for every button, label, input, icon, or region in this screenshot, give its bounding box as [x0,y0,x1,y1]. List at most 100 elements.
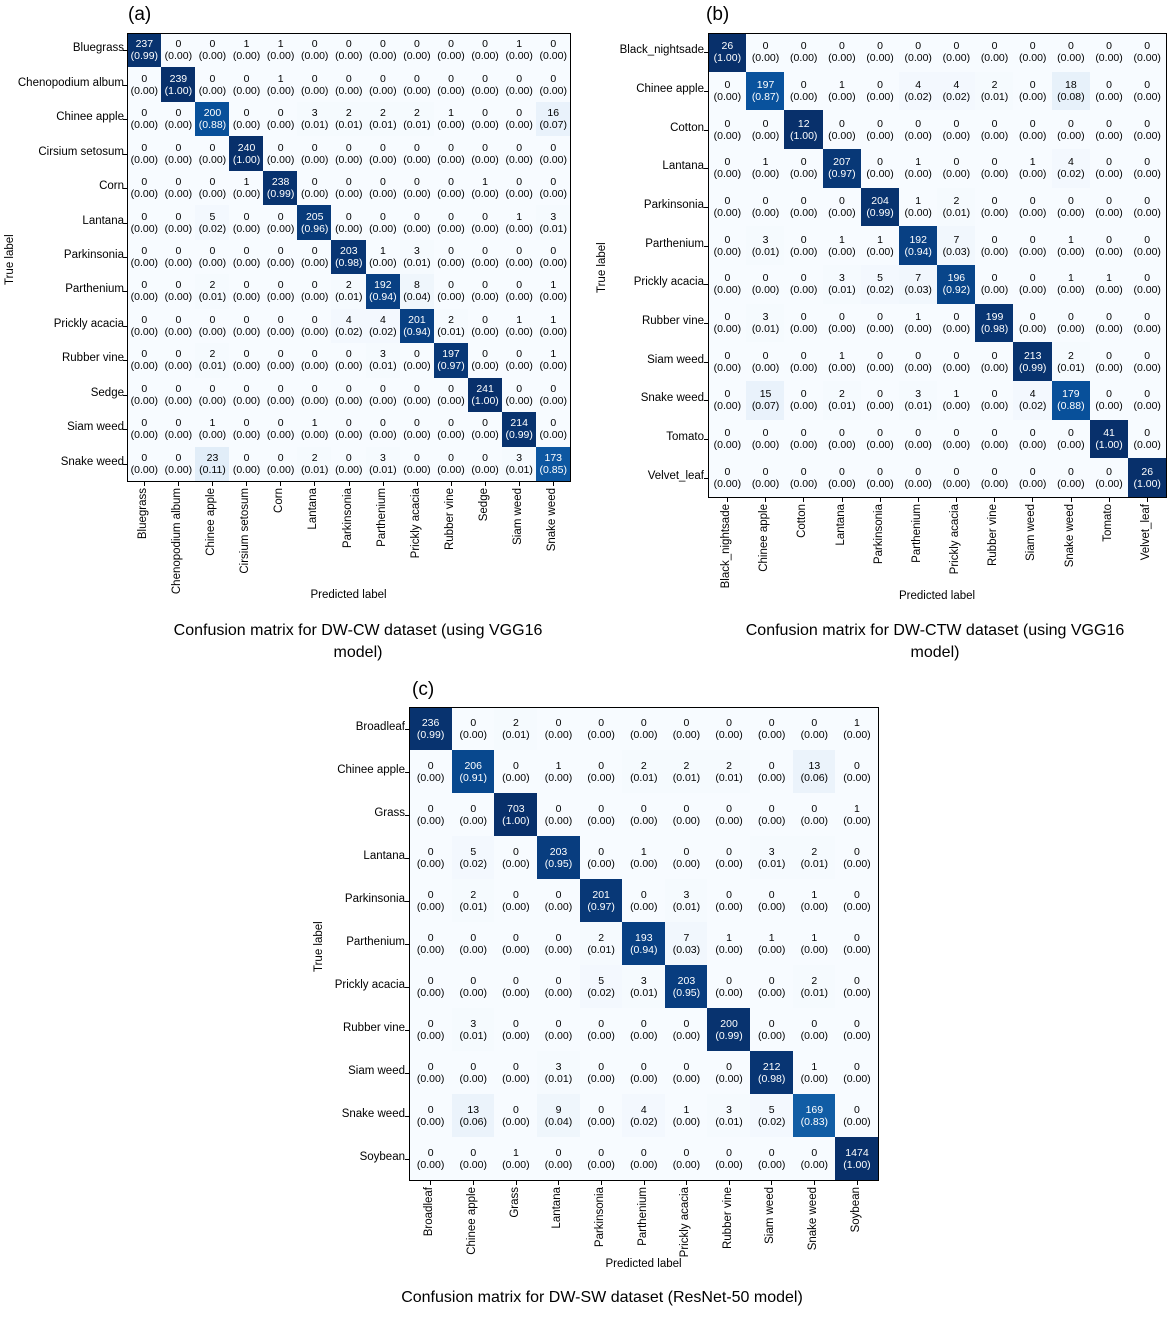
matrix-cell: 0 (0.00) [664,707,709,751]
matrix-cell: 0 (0.00) [792,793,836,837]
cell-count: 0 [243,279,250,292]
cell-count: 0 [800,349,807,362]
matrix-cell: 0 (0.00) [1089,33,1129,73]
cell-ratio: (0.00) [437,119,465,132]
cell-count: 0 [277,107,284,120]
matrix-cell: 0 (0.00) [494,750,538,794]
matrix-cell: 0 (0.00) [975,226,1014,266]
matrix-cell: 0 (0.00) [229,101,264,137]
cell-count: 0 [482,417,489,430]
cell-count: 179 [1062,388,1080,401]
matrix-cell: 0 (0.00) [399,343,435,379]
cell-ratio: (0.00) [130,256,159,269]
y-tick-label: Cirsium setosum [38,145,124,158]
cell-ratio: (0.00) [164,394,193,407]
matrix-cell: 0 (0.00) [536,707,581,751]
matrix-cell: 4 (0.02) [937,71,976,111]
cell-ratio: (0.00) [942,129,971,142]
cell-count: 3 [838,272,845,285]
matrix-cell: 197 (0.97) [433,343,469,379]
cell-ratio: (0.01) [198,360,227,373]
y-tick-label: Chinee apple [56,111,124,124]
matrix-cell: 4 (0.02) [1013,381,1053,421]
matrix-cell: 196 (0.92) [937,265,976,305]
y-tick-label: Chenopodium album [17,76,124,89]
matrix-cell: 0 (0.00) [784,419,824,459]
cell-ratio: (0.00) [713,322,742,335]
y-tick [704,361,708,363]
cell-ratio: (0.00) [751,361,780,374]
cell-count: 0 [512,931,519,944]
x-tick-label: Parthenium [375,488,388,547]
matrix-cell: 0 (0.00) [331,412,367,448]
cell-count: 0 [953,117,960,130]
cell-count: 0 [175,313,182,326]
y-tick [704,245,708,247]
cell-count: 0 [175,141,182,154]
cell-count: 0 [427,1060,434,1073]
cell-ratio: (0.00) [369,256,397,269]
matrix-cell: 0 (0.00) [399,67,435,103]
matrix-cell: 1 (0.00) [1089,265,1129,305]
cell-ratio: (0.01) [300,119,329,132]
matrix-cell: 1 (0.00) [501,308,537,344]
cell-ratio: (0.94) [904,245,932,258]
cell-ratio: (0.00) [232,429,261,442]
x-tick-label: Parkinsonia [593,1187,606,1248]
cell-count: 3 [726,1103,732,1116]
cell-ratio: (0.00) [505,325,533,338]
matrix-cell: 0 (0.00) [409,793,453,837]
cell-count: 0 [311,313,318,326]
matrix-cell: 3 (0.01) [536,1051,581,1095]
matrix-cell: 0 (0.00) [664,1051,709,1095]
matrix-cell: 0 (0.00) [399,33,435,69]
cell-ratio: (0.00) [843,857,871,870]
cell-ratio: (0.00) [1018,206,1047,219]
cell-count: 2 [811,845,818,858]
cell-count: 0 [427,888,434,901]
y-tick [704,439,708,440]
cell-count: 0 [512,1103,519,1116]
cell-ratio: (0.00) [757,771,786,784]
matrix-cell: 0 (0.00) [708,71,747,111]
cell-count: 0 [877,426,883,439]
cell-count: 3 [414,244,420,257]
cell-ratio: (0.00) [471,119,499,132]
matrix-cell: 0 (0.00) [451,793,495,837]
matrix-cell: 0 (0.00) [409,1137,453,1181]
matrix-cell: 0 (0.00) [161,101,196,137]
matrix-cell: 0 (0.00) [1127,303,1167,343]
matrix-cell: 0 (0.00) [365,33,401,69]
matrix-cell: 200 (0.99) [707,1008,751,1052]
matrix-cell: 0 (0.00) [1127,187,1167,227]
matrix-cell: 0 (0.00) [622,879,666,923]
cell-count: 0 [345,210,352,223]
cell-count: 0 [414,38,420,51]
cell-count: 0 [277,313,284,326]
y-tick-label: Snake weed [60,455,124,468]
x-tick [771,1181,773,1185]
cell-count: 3 [640,974,647,987]
cell-count: 0 [854,888,860,901]
matrix-cell: 5 (0.02) [860,265,900,305]
cell-count: 0 [877,156,883,169]
cell-ratio: (0.00) [713,129,742,142]
cell-count: 0 [991,272,998,285]
cell-ratio: (0.00) [232,222,261,235]
matrix-cell: 0 (0.00) [297,170,333,206]
matrix-cell: 0 (0.00) [1013,458,1053,498]
matrix-cell: 0 (0.00) [433,377,469,413]
cell-count: 0 [724,156,731,169]
cell-ratio: (0.00) [789,438,818,451]
matrix-cell: 0 (0.00) [822,33,862,73]
matrix-cell: 0 (0.00) [822,303,862,343]
cell-count: 0 [516,382,523,395]
cell-ratio: (0.00) [1057,206,1085,219]
matrix-cell: 0 (0.00) [263,343,298,379]
y-tick-label: Siam weed [67,421,124,434]
cell-count: 0 [175,279,182,292]
matrix-cell: 0 (0.00) [494,836,538,880]
matrix-cell: 3 (0.01) [664,879,709,923]
matrix-cell: 2 (0.01) [622,750,666,794]
cell-ratio: (0.00) [630,900,658,913]
